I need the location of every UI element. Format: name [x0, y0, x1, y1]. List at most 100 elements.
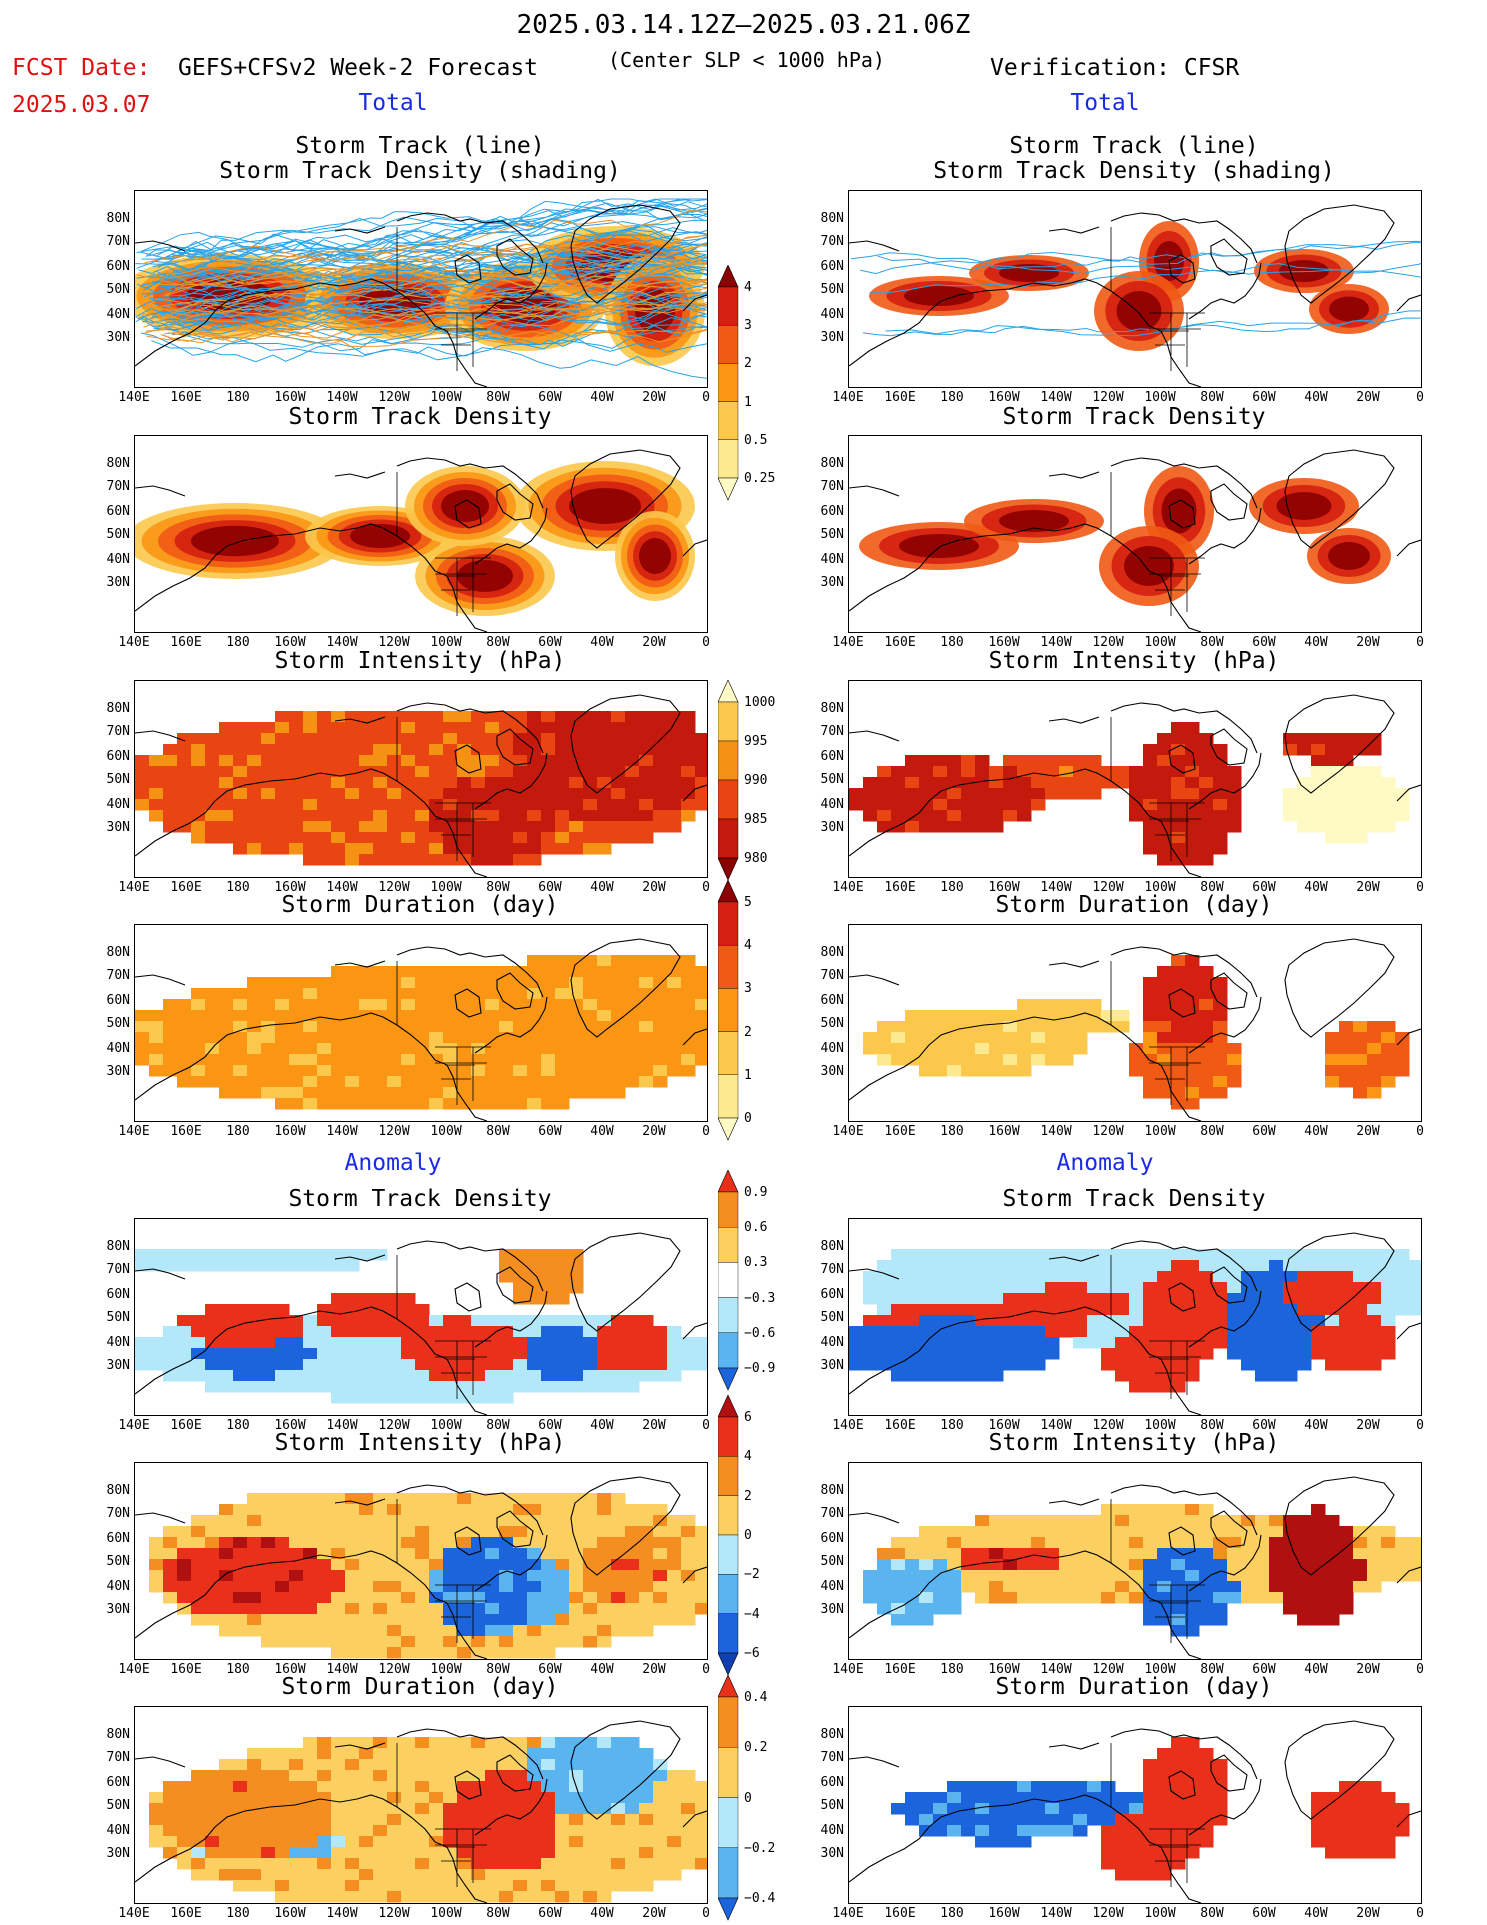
colorbar-label: −0.2 — [744, 1840, 776, 1856]
lon-label: 80W — [486, 1418, 510, 1433]
colorbar-label: 985 — [744, 812, 768, 827]
lat-label: 60N — [106, 1774, 130, 1790]
lon-label: 160W — [988, 390, 1020, 405]
lon-label: 60W — [538, 1418, 562, 1433]
lon-label: 140W — [1040, 880, 1072, 895]
panel-title-uanom-verif: Storm Duration (day) — [995, 1674, 1273, 1700]
lon-label: 120W — [378, 1124, 410, 1139]
lon-label: 160E — [170, 635, 202, 650]
map-ianom-verif — [849, 1476, 1421, 1659]
lon-label: 60W — [1252, 880, 1276, 895]
lon-label: 160E — [170, 1124, 202, 1139]
lat-label: 60N — [820, 748, 844, 764]
lon-label: 60W — [1252, 1662, 1276, 1677]
lon-label: 180 — [940, 1906, 964, 1921]
lat-label: 60N — [820, 1774, 844, 1790]
lon-label: 140E — [832, 1418, 864, 1433]
map-panel-ianom-fcst — [134, 1462, 708, 1660]
lon-label: 140W — [326, 1662, 358, 1677]
lat-label: 50N — [820, 772, 844, 788]
lat-label: 30N — [820, 330, 844, 346]
colorbar-label: 990 — [744, 773, 768, 788]
lon-label: 0 — [702, 1662, 710, 1677]
lon-label: 140E — [832, 1124, 864, 1139]
map-density-verif — [849, 449, 1421, 632]
lon-label: 140W — [1040, 1906, 1072, 1921]
lat-label: 70N — [820, 234, 844, 250]
lat-label: 80N — [106, 210, 130, 226]
colorbar-label: 4 — [744, 938, 752, 954]
lat-label: 30N — [820, 820, 844, 836]
lon-label: 140W — [1040, 1662, 1072, 1677]
lon-label: 80W — [1200, 1906, 1224, 1921]
lon-label: 140W — [326, 1124, 358, 1139]
panel-title-track-fcst: Storm Track (line) — [295, 133, 545, 159]
lat-label: 50N — [820, 1798, 844, 1814]
map-panel-uanom-verif — [848, 1706, 1422, 1904]
lon-label: 100W — [1144, 1124, 1176, 1139]
lon-label: 80W — [1200, 390, 1224, 405]
colorbar-label: −4 — [744, 1606, 760, 1622]
lat-label: 80N — [820, 944, 844, 960]
map-panel-uanom-fcst — [134, 1706, 708, 1904]
lat-label: 30N — [820, 1064, 844, 1080]
lat-label: 40N — [106, 1822, 130, 1838]
lon-label: 60W — [538, 390, 562, 405]
lat-label: 40N — [106, 306, 130, 322]
colorbar-duration_anom — [718, 1675, 739, 1921]
lon-label: 20W — [642, 880, 666, 895]
lon-label: 40W — [1304, 880, 1328, 895]
lat-label: 40N — [820, 551, 844, 567]
lat-label: 40N — [106, 551, 130, 567]
map-panel-danom-fcst — [134, 1218, 708, 1416]
lon-label: 60W — [538, 1124, 562, 1139]
map-danom-fcst — [135, 1232, 707, 1415]
lat-label: 40N — [106, 1040, 130, 1056]
lon-label: 40W — [1304, 1418, 1328, 1433]
lat-label: 30N — [106, 1064, 130, 1080]
lat-label: 70N — [106, 1262, 130, 1278]
lon-label: 180 — [226, 390, 250, 405]
lon-label: 60W — [1252, 1418, 1276, 1433]
colorbar-intensity_anom — [718, 1395, 739, 1676]
colorbar-label: 1 — [744, 394, 752, 410]
lon-label: 160W — [274, 1662, 306, 1677]
panel-title-track-verif: Storm Track Density (shading) — [933, 158, 1335, 184]
lat-label: 70N — [820, 479, 844, 495]
fcst-label: FCST Date: — [12, 55, 151, 81]
colorbar-label: 5 — [744, 895, 752, 910]
section-total-verification: Total — [1070, 90, 1140, 116]
lon-label: 0 — [1416, 1906, 1424, 1921]
lat-label: 30N — [820, 575, 844, 591]
lon-label: 40W — [590, 1662, 614, 1677]
fcst-date: 2025.03.07 — [12, 92, 151, 118]
lat-label: 60N — [820, 1286, 844, 1302]
lon-label: 100W — [1144, 880, 1176, 895]
map-danom-verif — [849, 1232, 1421, 1415]
lat-label: 50N — [106, 1310, 130, 1326]
lon-label: 80W — [486, 390, 510, 405]
lon-label: 120W — [1092, 880, 1124, 895]
map-track-fcst — [135, 198, 707, 387]
lat-label: 40N — [820, 1578, 844, 1594]
panel-title-track-verif: Storm Track (line) — [1009, 133, 1259, 159]
lon-label: 20W — [642, 1418, 666, 1433]
lat-label: 60N — [106, 258, 130, 274]
colorbar-label: 2 — [744, 1488, 752, 1504]
lon-label: 160W — [988, 1418, 1020, 1433]
colorbar-label: 0.6 — [744, 1220, 768, 1236]
lon-label: 60W — [1252, 635, 1276, 650]
panel-title-intensity-fcst: Storm Intensity (hPa) — [274, 648, 566, 674]
lon-label: 20W — [1356, 1662, 1380, 1677]
map-duration-verif — [849, 938, 1421, 1121]
lon-label: 120W — [1092, 635, 1124, 650]
colorbar-label: 2 — [744, 356, 752, 372]
lon-label: 40W — [1304, 1124, 1328, 1139]
panel-title-track-fcst: Storm Track Density (shading) — [219, 158, 621, 184]
lon-label: 120W — [378, 1662, 410, 1677]
lon-label: 100W — [1144, 1418, 1176, 1433]
lon-label: 120W — [378, 1418, 410, 1433]
lat-label: 30N — [106, 575, 130, 591]
lon-label: 140E — [832, 1906, 864, 1921]
lat-label: 30N — [820, 1358, 844, 1374]
